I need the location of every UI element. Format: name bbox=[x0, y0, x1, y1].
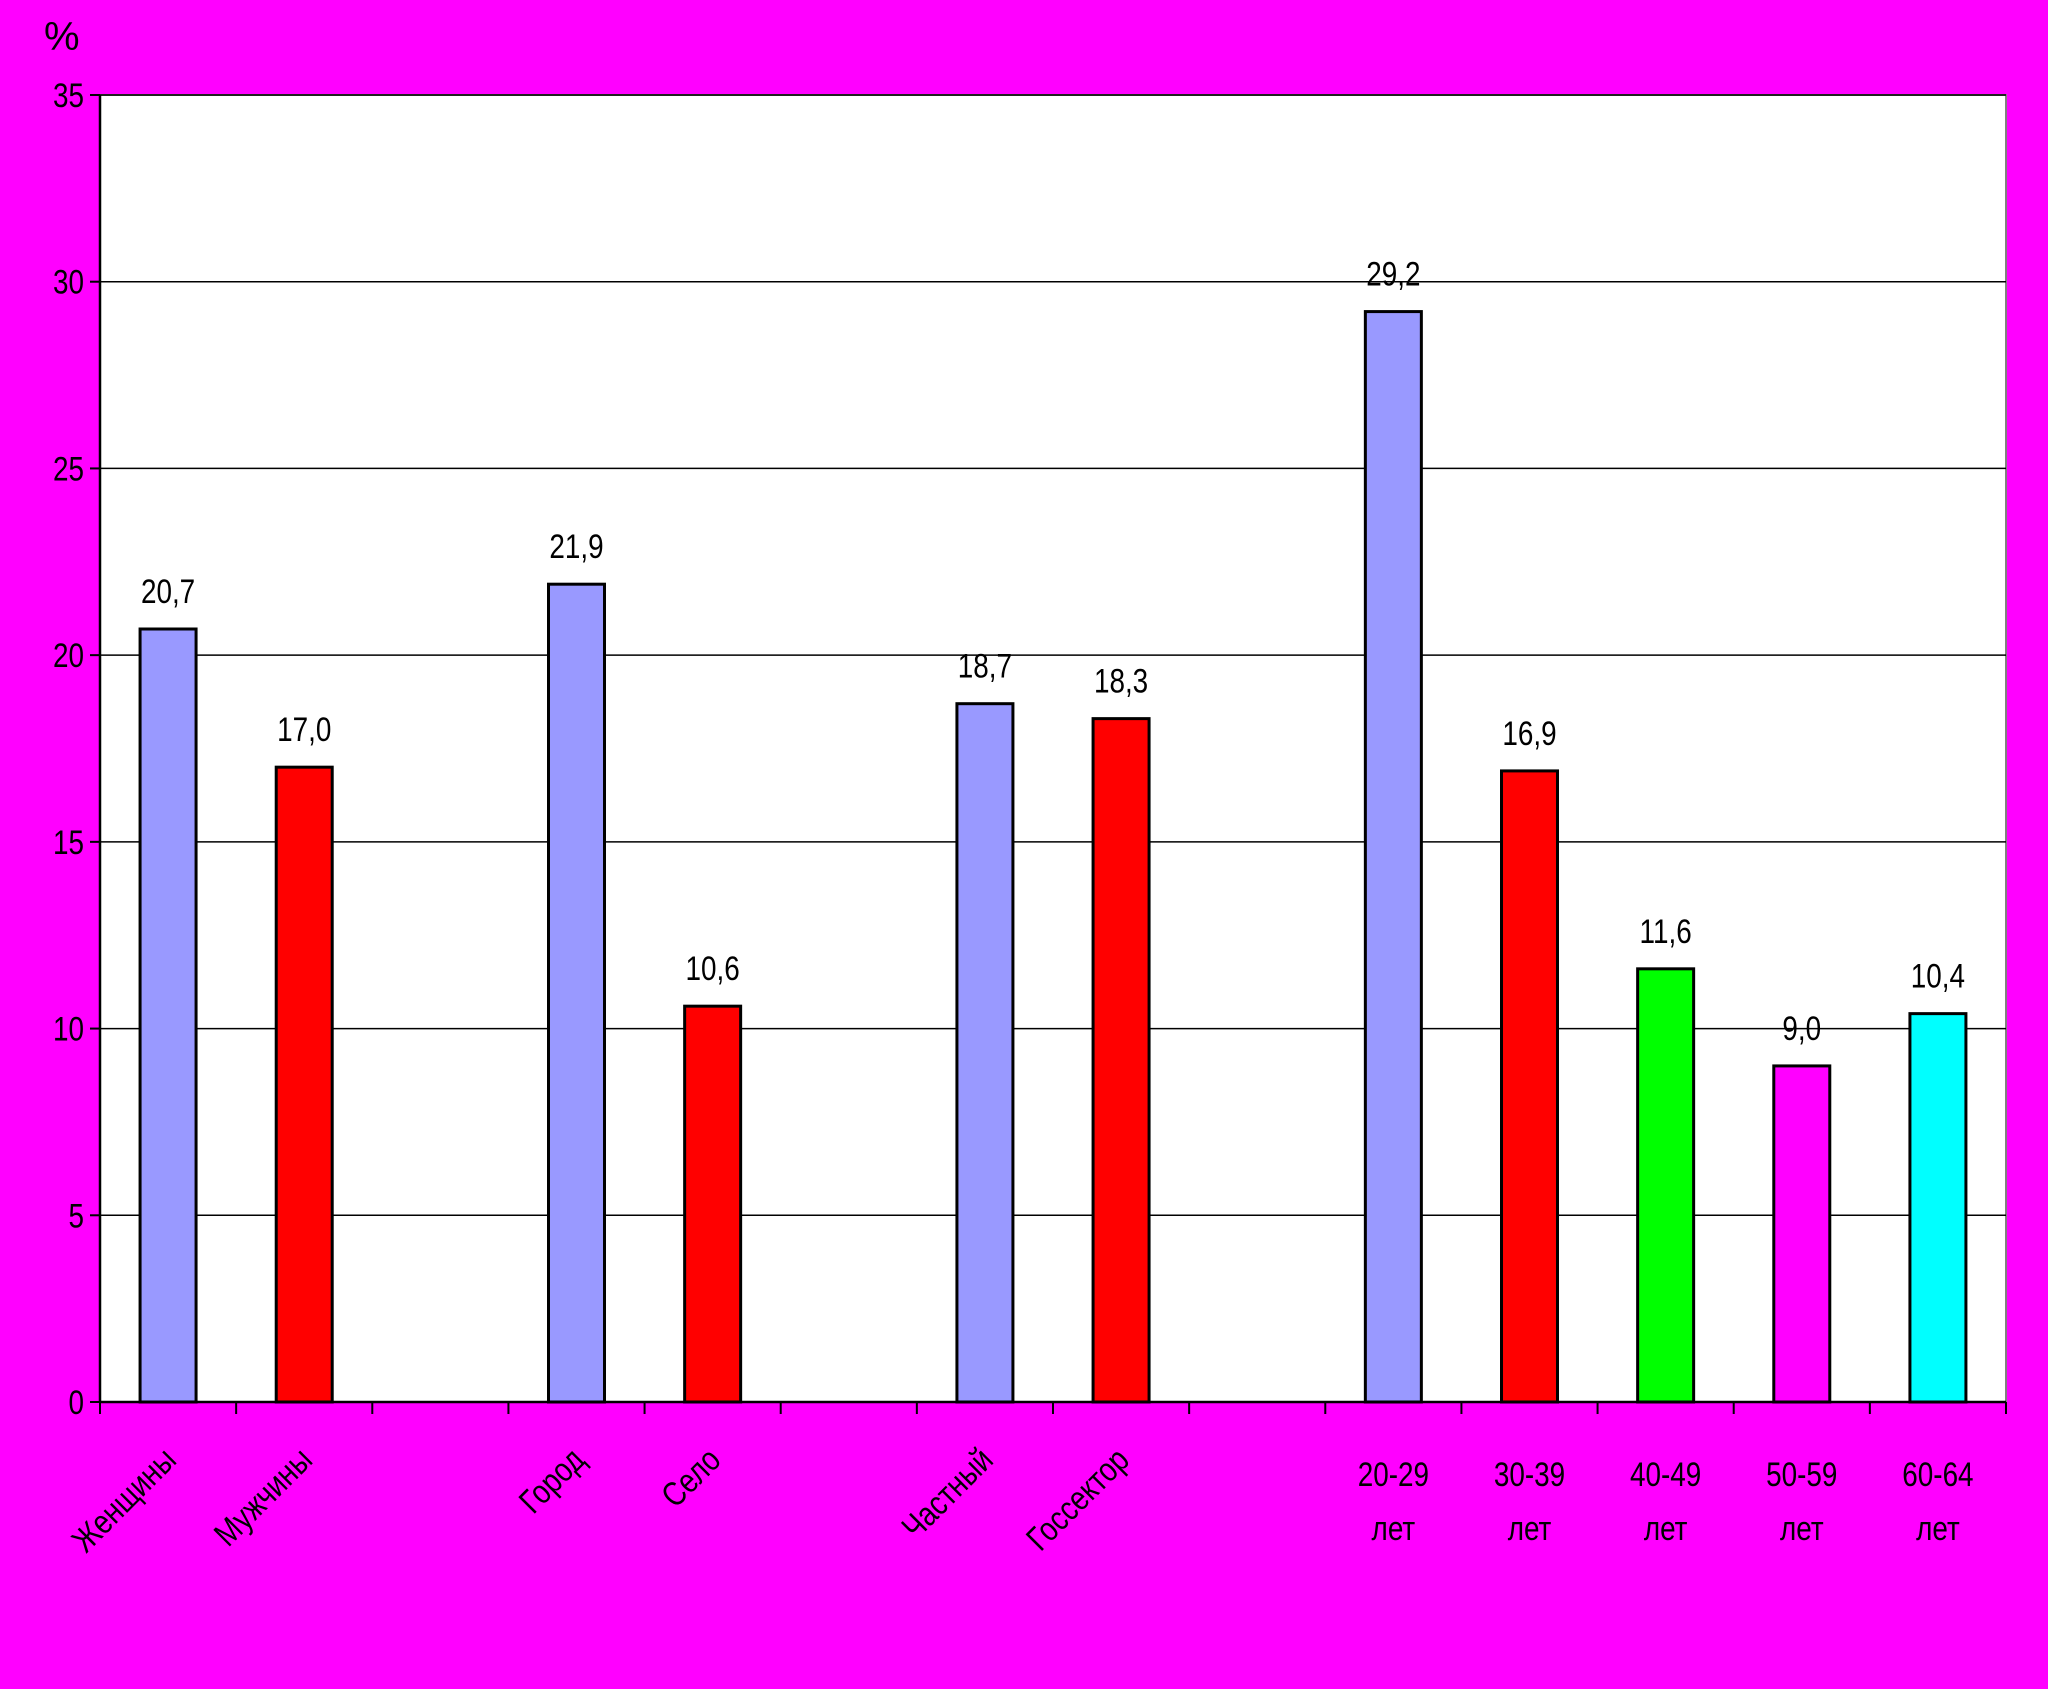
bar bbox=[1908, 1012, 1968, 1404]
category-label: 20-29 лет bbox=[1358, 1455, 1429, 1547]
data-label: 16,9 bbox=[1502, 714, 1556, 752]
y-tick-label: 15 bbox=[53, 823, 84, 861]
category-label: 40-49 лет bbox=[1630, 1455, 1701, 1547]
bar bbox=[1500, 769, 1559, 1404]
plot-area bbox=[99, 94, 2007, 1403]
data-label: 18,7 bbox=[958, 647, 1012, 685]
data-label: 9,0 bbox=[1782, 1009, 1821, 1047]
bar bbox=[1091, 717, 1151, 1404]
y-tick-label: 25 bbox=[53, 450, 84, 488]
data-label: 29,2 bbox=[1366, 255, 1420, 293]
category-label: Мужчины bbox=[207, 1440, 320, 1553]
bar bbox=[274, 765, 334, 1404]
category-label: 60-64 лет bbox=[1902, 1455, 1973, 1547]
y-axis-label: % bbox=[44, 15, 80, 59]
bar bbox=[683, 1004, 743, 1404]
category-label: Город bbox=[512, 1440, 592, 1520]
bar bbox=[1772, 1064, 1832, 1404]
category-label-line: лет bbox=[1644, 1509, 1688, 1547]
category-label-line: 40-49 bbox=[1630, 1455, 1701, 1493]
category-label: Село bbox=[654, 1440, 728, 1514]
bar bbox=[1636, 967, 1696, 1404]
y-tick-label: 10 bbox=[53, 1010, 84, 1048]
y-tick-label: 30 bbox=[53, 263, 84, 301]
category-label: Госсектор bbox=[1019, 1440, 1137, 1558]
data-label: 20,7 bbox=[141, 572, 195, 610]
category-label: 30-39 лет bbox=[1494, 1455, 1565, 1547]
category-label: Женщины bbox=[64, 1440, 183, 1559]
bar bbox=[955, 702, 1015, 1404]
category-label: Частный bbox=[894, 1440, 1000, 1546]
data-label: 18,3 bbox=[1094, 662, 1148, 700]
category-label-line: лет bbox=[1372, 1509, 1416, 1547]
y-tick-label: 35 bbox=[53, 76, 84, 114]
data-label: 10,6 bbox=[686, 950, 740, 988]
data-label: 11,6 bbox=[1640, 912, 1692, 950]
category-label-line: лет bbox=[1780, 1509, 1824, 1547]
category-label-line: лет bbox=[1916, 1509, 1960, 1547]
bar bbox=[547, 582, 606, 1404]
category-label-line: лет bbox=[1508, 1509, 1552, 1547]
category-label-line: 20-29 bbox=[1358, 1455, 1429, 1493]
data-label: 17,0 bbox=[277, 711, 331, 749]
bar bbox=[1363, 310, 1423, 1404]
category-label-line: 60-64 bbox=[1902, 1455, 1973, 1493]
category-label: 50-59 лет bbox=[1766, 1455, 1837, 1547]
y-tick-label: 0 bbox=[68, 1383, 84, 1421]
category-label-line: 30-39 bbox=[1494, 1455, 1565, 1493]
y-tick-label: 20 bbox=[53, 637, 84, 675]
y-tick-label: 5 bbox=[68, 1197, 84, 1235]
data-label: 21,9 bbox=[549, 528, 603, 566]
bar bbox=[138, 627, 198, 1404]
data-label: 10,4 bbox=[1911, 957, 1965, 995]
category-label-line: 50-59 bbox=[1766, 1455, 1837, 1493]
